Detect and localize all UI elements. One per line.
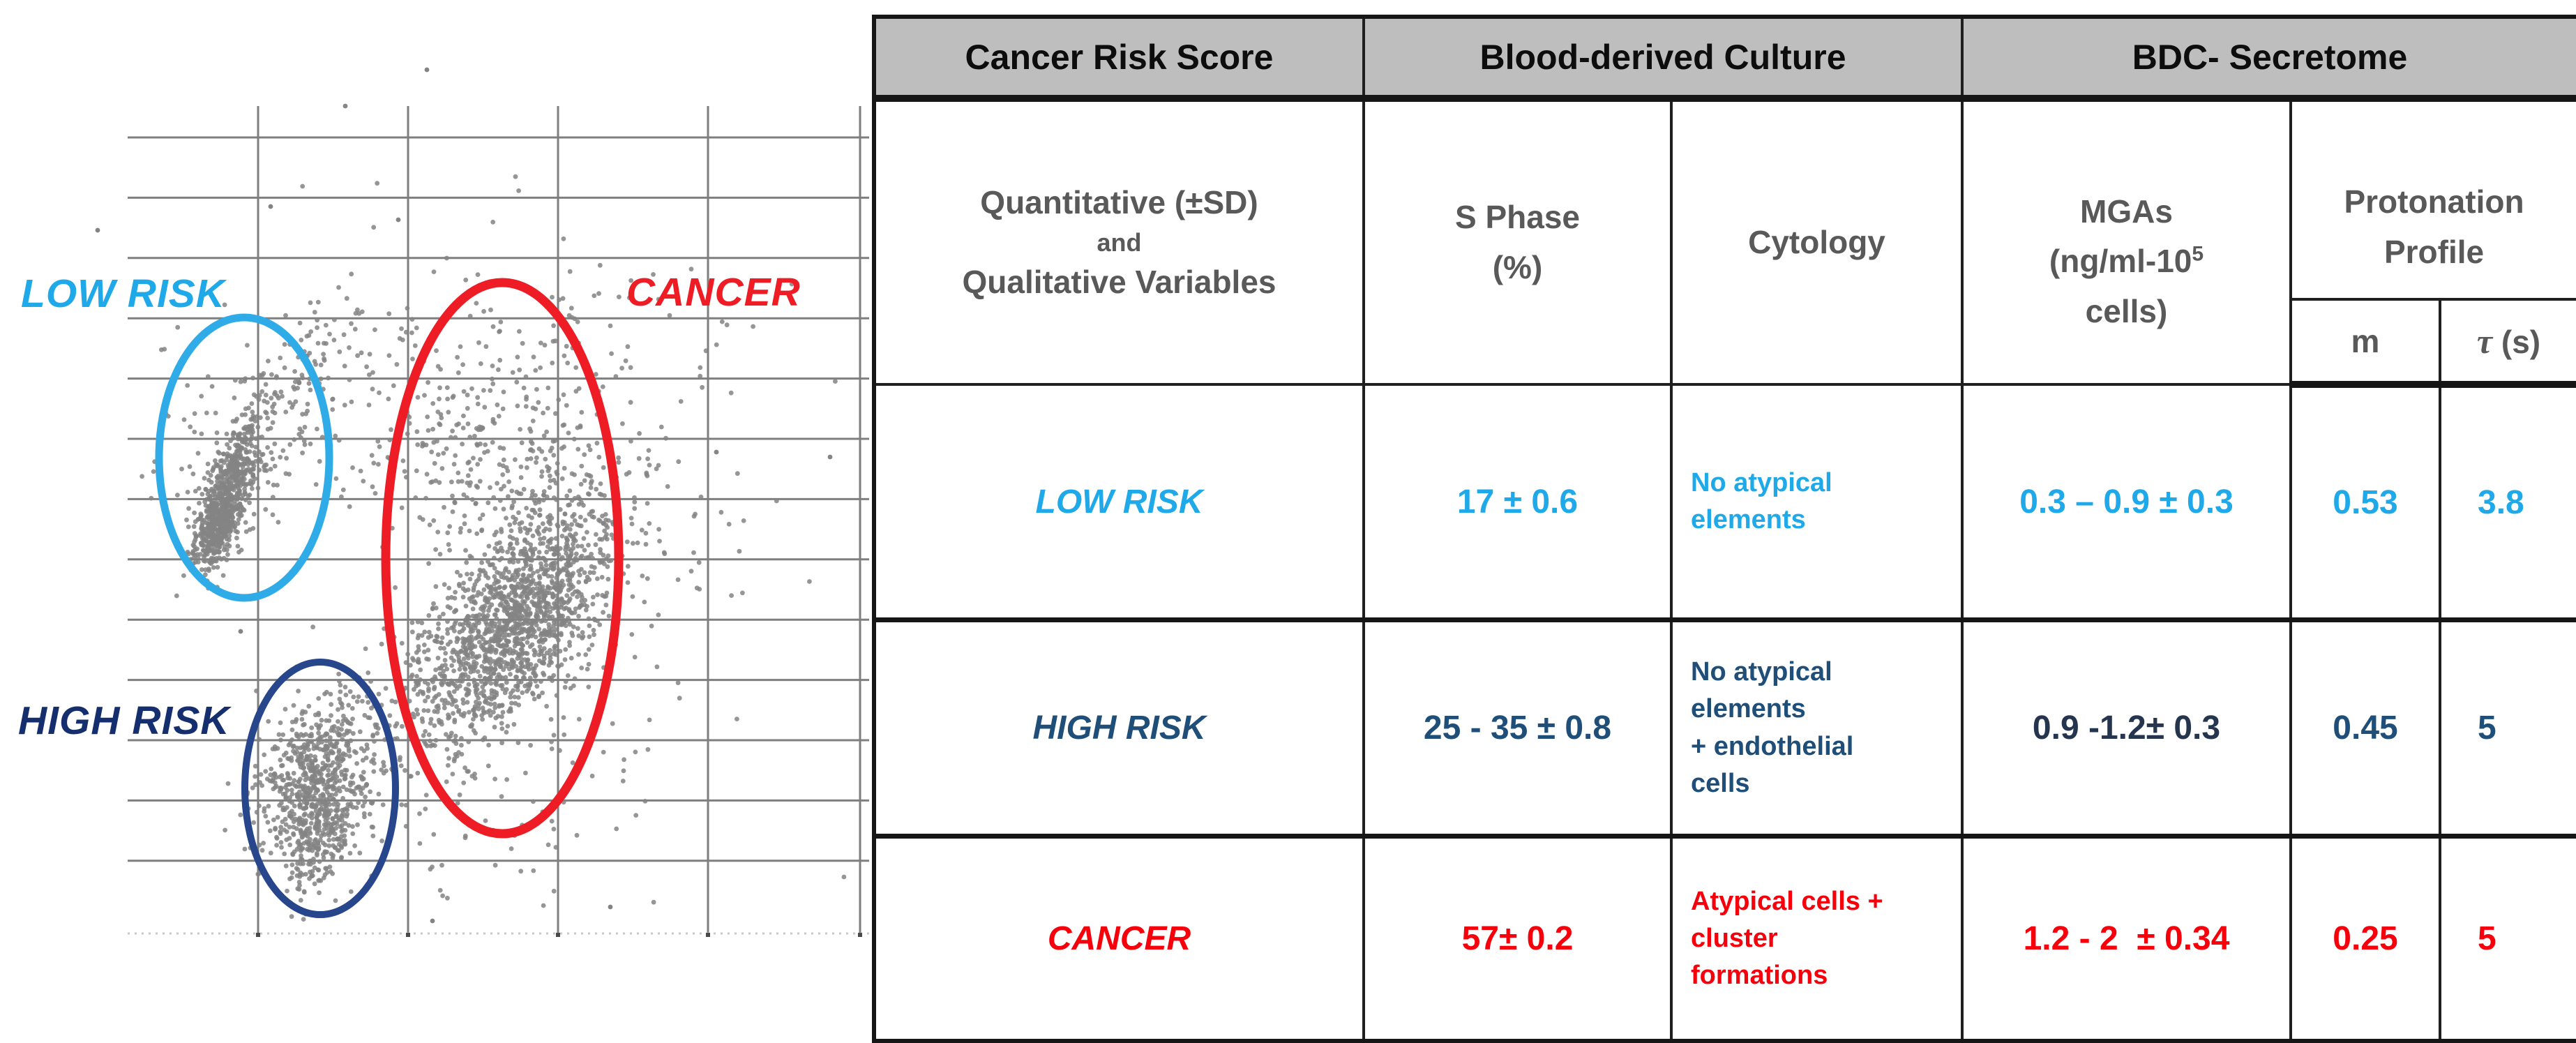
table-row-low-risk: LOW RISK 17 ± 0.6 No atypical elements 0… xyxy=(873,383,2576,622)
variables-header-line1: Quantitative (±SD) xyxy=(980,183,1258,220)
cancer-gate-ellipse xyxy=(381,278,624,839)
high-risk-gate-ellipse xyxy=(241,659,399,918)
low-risk-cluster-label: LOW RISK xyxy=(21,271,225,316)
high-risk-row-label: HIGH RISK xyxy=(873,617,1365,838)
table-column-header-row: Quantitative (±SD) and Qualitative Varia… xyxy=(873,97,2576,386)
column-header-mgas: MGAs (ng/ml-105 cells) xyxy=(1961,97,2292,386)
low-risk-s-phase-value: 17 ± 0.6 xyxy=(1362,383,1673,622)
cancer-s-phase-value: 57± 0.2 xyxy=(1362,834,1673,1042)
column-header-s-phase: S Phase (%) xyxy=(1362,97,1673,386)
mgas-unit-line2: cells) xyxy=(2085,292,2168,329)
cancer-mgas-value: 1.2 - 2 ± 0.34 xyxy=(1961,834,2292,1042)
low-risk-cytology-value: No atypical elements xyxy=(1670,383,1964,622)
cluster-gate-ellipses xyxy=(155,278,624,918)
low-risk-row-label: LOW RISK xyxy=(873,383,1365,622)
cancer-risk-score-table: Cancer Risk Score Blood-derived Culture … xyxy=(872,15,2576,1043)
protonation-label-line2: Profile xyxy=(2383,233,2485,270)
tau-unit: (s) xyxy=(2501,323,2541,360)
column-header-tau: τ (s) xyxy=(2438,298,2576,388)
high-risk-tau-value: 5 xyxy=(2438,617,2576,838)
low-risk-tau-value: 3.8 xyxy=(2438,383,2576,622)
group-header-blood-derived-culture: Blood-derived Culture xyxy=(1362,15,1964,102)
cancer-row-label: CANCER xyxy=(873,834,1365,1042)
mgas-unit: (ng/ml-105 xyxy=(2049,243,2204,280)
cancer-m-value: 0.25 xyxy=(2289,834,2441,1042)
scatter-plot-canvas xyxy=(95,67,869,937)
low-risk-m-value: 0.53 xyxy=(2289,383,2441,622)
column-header-m: m xyxy=(2289,298,2441,388)
low-risk-gate-ellipse xyxy=(155,313,333,602)
low-risk-mgas-value: 0.3 – 0.9 ± 0.3 xyxy=(1961,383,2292,622)
mgas-label: MGAs xyxy=(2080,193,2173,230)
high-risk-mgas-value: 0.9 -1.2± 0.3 xyxy=(1961,617,2292,838)
column-header-protonation-profile: Protonation Profile xyxy=(2289,97,2576,301)
cancer-cluster-label: CANCER xyxy=(626,270,801,315)
s-phase-label: S Phase xyxy=(1455,199,1580,236)
protonation-label-line1: Protonation xyxy=(2344,183,2524,220)
high-risk-cytology-value: No atypical elements + endothelial cells xyxy=(1670,617,1964,838)
column-header-cytology: Cytology xyxy=(1670,97,1964,386)
high-risk-cluster-label: HIGH RISK xyxy=(18,698,230,743)
group-header-bdc-secretome: BDC- Secretome xyxy=(1960,15,2576,102)
scatter-dots xyxy=(95,67,847,924)
s-phase-unit: (%) xyxy=(1492,248,1543,285)
cancer-cytology-value: Atypical cells + cluster formations xyxy=(1670,834,1964,1042)
table-subheader-row: m τ (s) xyxy=(874,298,2576,388)
variables-header-line2: and xyxy=(1097,227,1142,257)
table-row-high-risk: HIGH RISK 25 - 35 ± 0.8 No atypical elem… xyxy=(873,617,2576,838)
scatter-plot: LOW RISK CANCER HIGH RISK xyxy=(0,0,875,1032)
variables-header-line3: Qualitative Variables xyxy=(962,264,1276,301)
table-row-cancer: CANCER 57± 0.2 Atypical cells + cluster … xyxy=(873,834,2576,1042)
table-group-header-row: Cancer Risk Score Blood-derived Culture … xyxy=(873,15,2576,102)
tau-symbol: τ xyxy=(2476,321,2493,361)
column-header-variables: Quantitative (±SD) and Qualitative Varia… xyxy=(873,97,1365,386)
high-risk-s-phase-value: 25 - 35 ± 0.8 xyxy=(1362,617,1673,838)
group-header-cancer-risk-score: Cancer Risk Score xyxy=(873,15,1365,102)
high-risk-m-value: 0.45 xyxy=(2289,617,2441,838)
cancer-tau-value: 5 xyxy=(2438,834,2576,1042)
